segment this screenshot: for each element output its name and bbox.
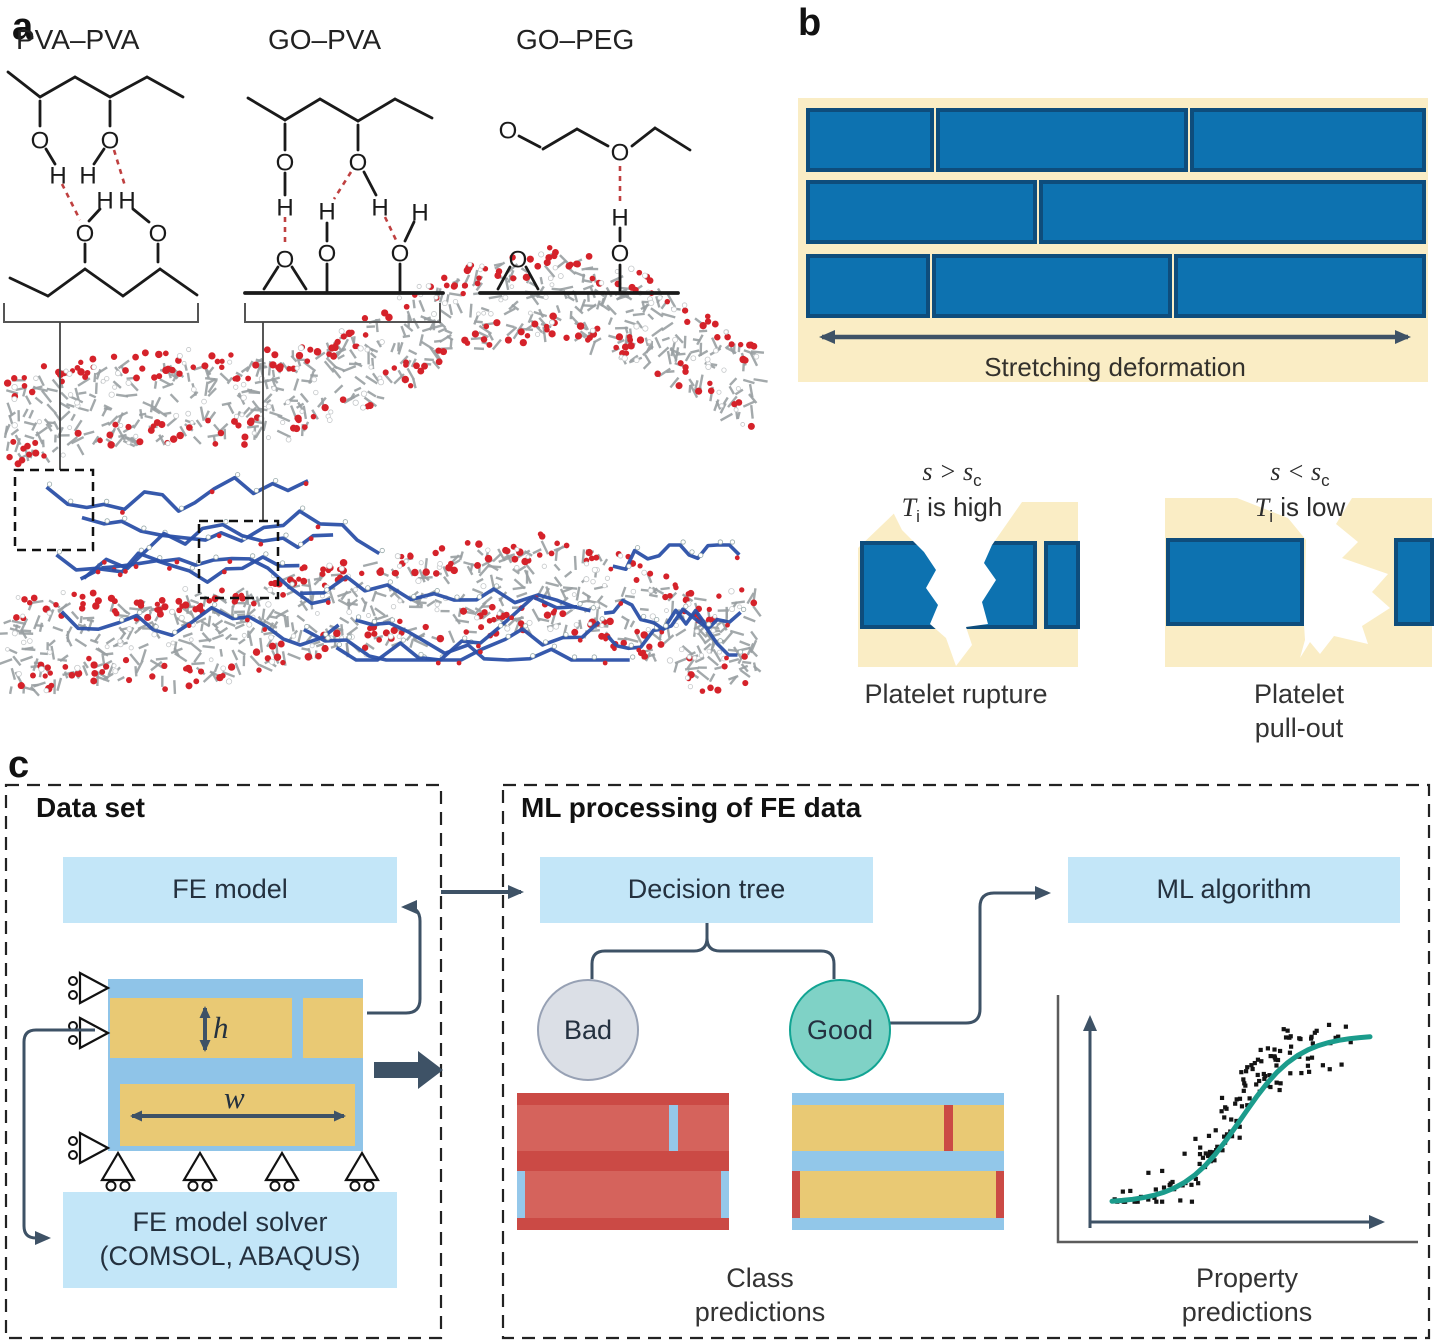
good-node: Good — [789, 979, 891, 1081]
svg-text:H: H — [96, 188, 113, 215]
svg-text:O: O — [391, 241, 410, 268]
svg-text:O: O — [611, 140, 630, 167]
svg-text:O: O — [318, 241, 337, 268]
svg-text:H: H — [411, 200, 428, 227]
pullout-condition: s < sc Ti is low — [1254, 457, 1346, 527]
dataset-title: Data set — [36, 792, 145, 823]
platelet-rupture-diagram — [858, 502, 1080, 667]
svg-text:H: H — [318, 199, 335, 226]
good-to-ml-arrow — [887, 886, 1051, 1025]
svg-text:H: H — [49, 163, 66, 190]
svg-text:O: O — [276, 150, 295, 177]
svg-text:H: H — [79, 163, 96, 190]
bracket-pva-pva — [3, 303, 199, 470]
svg-text:O: O — [31, 128, 50, 155]
structure-title-pva-pva: PVA–PVA — [16, 24, 140, 55]
platelet-pullout-diagram — [1165, 498, 1434, 667]
svg-text:O: O — [611, 241, 630, 268]
loop-to-solver-arrow — [22, 1028, 95, 1245]
plot-frame — [1056, 995, 1418, 1244]
good-class-image — [792, 1093, 1004, 1230]
svg-text:O: O — [276, 247, 295, 274]
dataset-dashed-box — [4, 783, 443, 1340]
ml-algorithm-box: ML algorithm — [1068, 857, 1400, 923]
tree-branch-connector — [590, 923, 836, 979]
ml-dashed-box — [501, 783, 1431, 1340]
panel-label-c: c — [8, 744, 30, 786]
rupture-condition: s > sc Ti is high — [901, 457, 1003, 527]
property-predictions-label: Property predictions — [1181, 1263, 1313, 1327]
svg-text:H: H — [118, 188, 135, 215]
mesh-output-arrow — [374, 1051, 443, 1089]
decision-tree-box: Decision tree — [540, 857, 873, 923]
property-plot — [1056, 995, 1418, 1244]
svg-text:O: O — [101, 128, 120, 155]
bad-node: Bad — [537, 979, 639, 1081]
bad-class-image — [517, 1093, 729, 1230]
svg-text:H: H — [276, 195, 293, 222]
svg-text:O: O — [149, 221, 168, 248]
fe-mesh — [108, 979, 363, 1151]
zoom-box-go — [197, 519, 280, 600]
panel-label-b: b — [798, 2, 822, 44]
svg-text:O: O — [509, 247, 528, 274]
mesh-to-femodel-arrow — [367, 900, 422, 1015]
brick-mortar-schematic — [798, 98, 1428, 382]
zoom-box-pva — [13, 468, 95, 552]
stretch-label: Stretching deformation — [984, 352, 1246, 382]
ml-title: ML processing of FE data — [521, 792, 862, 823]
molecular-dynamics-snapshot — [0, 245, 768, 697]
svg-text:H: H — [611, 205, 628, 232]
flow-arrows — [22, 885, 1051, 1245]
fe-model-box: FE model — [63, 857, 397, 923]
w-label: w — [224, 1080, 245, 1115]
structure-title-go-peg: GO–PEG — [516, 24, 635, 55]
boundary-condition-supports — [68, 971, 380, 1192]
panel-label-a: a — [12, 6, 34, 48]
class-predictions-label: Class predictions — [694, 1263, 826, 1327]
scatter-points — [1109, 1022, 1373, 1204]
svg-text:H: H — [371, 195, 388, 222]
pullout-caption: Platelet pull-out — [1253, 679, 1345, 743]
svg-text:O: O — [499, 118, 518, 145]
rupture-caption: Platelet rupture — [864, 679, 1048, 709]
fe-solver-box: FE model solver (COMSOL, ABAQUS) — [63, 1192, 397, 1288]
svg-text:O: O — [349, 150, 368, 177]
svg-text:O: O — [76, 221, 95, 248]
h-label: h — [213, 1010, 229, 1045]
bracket-go-pva — [244, 303, 441, 521]
structure-title-go-pva: GO–PVA — [268, 24, 382, 55]
